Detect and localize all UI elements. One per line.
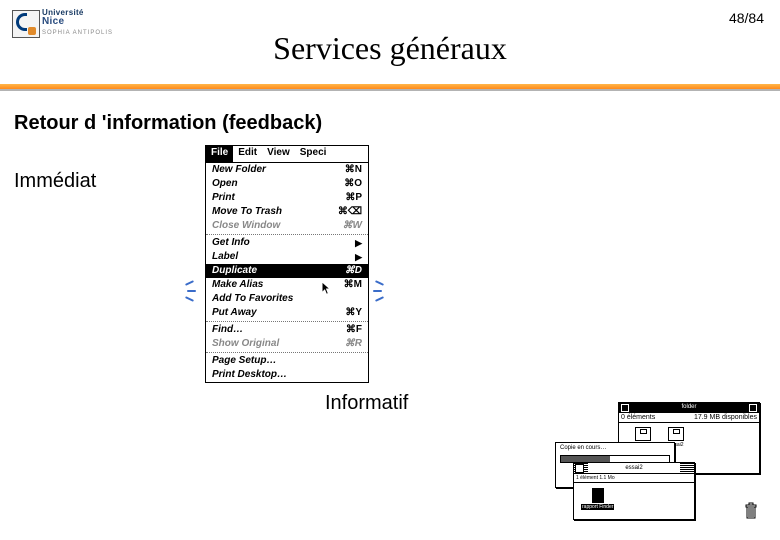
progress-text: Copie en cours…	[556, 443, 674, 451]
folder-window-front: essai2 1 élément 1.1 Mo rapport Finder	[573, 462, 695, 520]
close-icon[interactable]	[621, 404, 629, 412]
menu-item[interactable]: Put Away ⌘Y	[206, 306, 368, 320]
menu-special[interactable]: Speci	[295, 146, 332, 162]
menu-item[interactable]: Label ▶	[206, 250, 368, 264]
close-icon[interactable]	[575, 464, 584, 473]
window-info-bar: 0 éléments 17.9 MB disponibles	[619, 413, 759, 423]
menu-item[interactable]: Open ⌘O	[206, 177, 368, 191]
disk-free: 17.9 MB disponibles	[694, 414, 757, 421]
trash-icon[interactable]	[744, 502, 758, 520]
window-info-bar: 1 élément 1.1 Mo	[574, 474, 694, 483]
slide-title: Services généraux	[0, 30, 780, 67]
menu-separator	[206, 234, 368, 235]
menu-separator	[206, 352, 368, 353]
floppy-icon	[635, 427, 651, 441]
menu-item-label: Print	[212, 191, 235, 205]
section-heading: Retour d 'information (feedback)	[14, 112, 322, 135]
menu-body: New Folder ⌘N Open ⌘O Print ⌘P Move To Trash ⌘⌫…	[205, 163, 369, 383]
slide: Université Nice SOPHIA ANTIPOLIS 48/84 S…	[0, 0, 780, 540]
file-item[interactable]: rapport Finder	[577, 486, 618, 512]
menu-item-label: Show Original	[212, 337, 279, 351]
menu-shortcut: ⌘P	[345, 191, 362, 205]
menu-item-label: Add To Favorites	[212, 292, 293, 306]
copy-progress-screenshot: folder 0 éléments 17.9 MB disponibles ra…	[555, 402, 760, 522]
menu-item[interactable]: Find… ⌘F	[206, 323, 368, 337]
menu-item-label: New Folder	[212, 163, 266, 177]
menu-edit[interactable]: Edit	[233, 146, 262, 162]
menu-item-label: Duplicate	[212, 264, 257, 278]
menu-shortcut: ⌘F	[346, 323, 362, 337]
window-titlebar: folder	[619, 403, 759, 413]
menu-shortcut: ⌘O	[344, 177, 362, 191]
menu-item-label: Page Setup…	[212, 354, 276, 368]
title-rule	[0, 84, 780, 92]
logo-line2: Nice	[42, 16, 64, 27]
menu-item-label: Close Window	[212, 219, 280, 233]
window-title: folder	[681, 404, 696, 412]
menu-item-label: Make Alias	[212, 278, 263, 292]
file-label: rapport Finder	[581, 504, 614, 510]
menu-item[interactable]: Page Setup…	[206, 354, 368, 368]
window-content: rapport Finder	[574, 483, 694, 515]
menu-shortcut: ⌘R	[345, 337, 362, 351]
menu-separator	[206, 321, 368, 322]
menu-item[interactable]: Print Desktop…	[206, 368, 368, 382]
menu-shortcut: ⌘M	[344, 278, 362, 292]
menu-item-label: Put Away	[212, 306, 257, 320]
page-number: 48/84	[729, 10, 764, 26]
menu-shortcut: ⌘⌫	[338, 205, 362, 219]
menu-item-label: Move To Trash	[212, 205, 282, 219]
menu-item-label: Find…	[212, 323, 243, 337]
menu-view[interactable]: View	[262, 146, 295, 162]
logo-text: Université Nice	[42, 8, 84, 26]
menu-item[interactable]: Duplicate ⌘D	[206, 264, 368, 278]
menu-item-label: Open	[212, 177, 238, 191]
menu-item: Show Original ⌘R	[206, 337, 368, 351]
menu-item[interactable]: Get Info ▶	[206, 236, 368, 250]
menu-shortcut: ⌘D	[345, 264, 362, 278]
submenu-arrow-icon: ▶	[355, 250, 362, 264]
zoom-icon[interactable]	[749, 404, 757, 412]
menu-item-label: Print Desktop…	[212, 368, 287, 382]
window-titlebar: essai2	[574, 463, 694, 474]
menu-item[interactable]: Add To Favorites	[206, 292, 368, 306]
menu-file[interactable]: File	[206, 146, 233, 162]
floppy-icon	[668, 427, 684, 441]
menu-shortcut: ⌘W	[343, 219, 362, 233]
menu-item[interactable]: Make Alias ⌘M	[206, 278, 368, 292]
window-title: essai2	[588, 463, 680, 473]
document-icon	[592, 488, 604, 503]
label-informatif: Informatif	[325, 392, 408, 415]
file-menu-screenshot: File Edit View Speci New Folder⌘NOpen⌘OP…	[205, 145, 369, 383]
items-info: 1 élément 1.1 Mo	[576, 475, 615, 481]
menu-bar: File Edit View Speci	[205, 145, 369, 163]
menu-item-label: Get Info	[212, 236, 250, 250]
label-immediate: Immédiat	[14, 170, 96, 193]
submenu-arrow-icon: ▶	[355, 236, 362, 250]
menu-item-label: Label	[212, 250, 238, 264]
menu-shortcut: ⌘N	[345, 163, 362, 177]
menu-item[interactable]: New Folder ⌘N	[206, 163, 368, 177]
menu-item: Close Window ⌘W	[206, 219, 368, 233]
menu-item[interactable]: Move To Trash ⌘⌫	[206, 205, 368, 219]
items-count: 0 éléments	[621, 414, 655, 421]
menu-shortcut: ⌘Y	[345, 306, 362, 320]
menu-item[interactable]: Print ⌘P	[206, 191, 368, 205]
